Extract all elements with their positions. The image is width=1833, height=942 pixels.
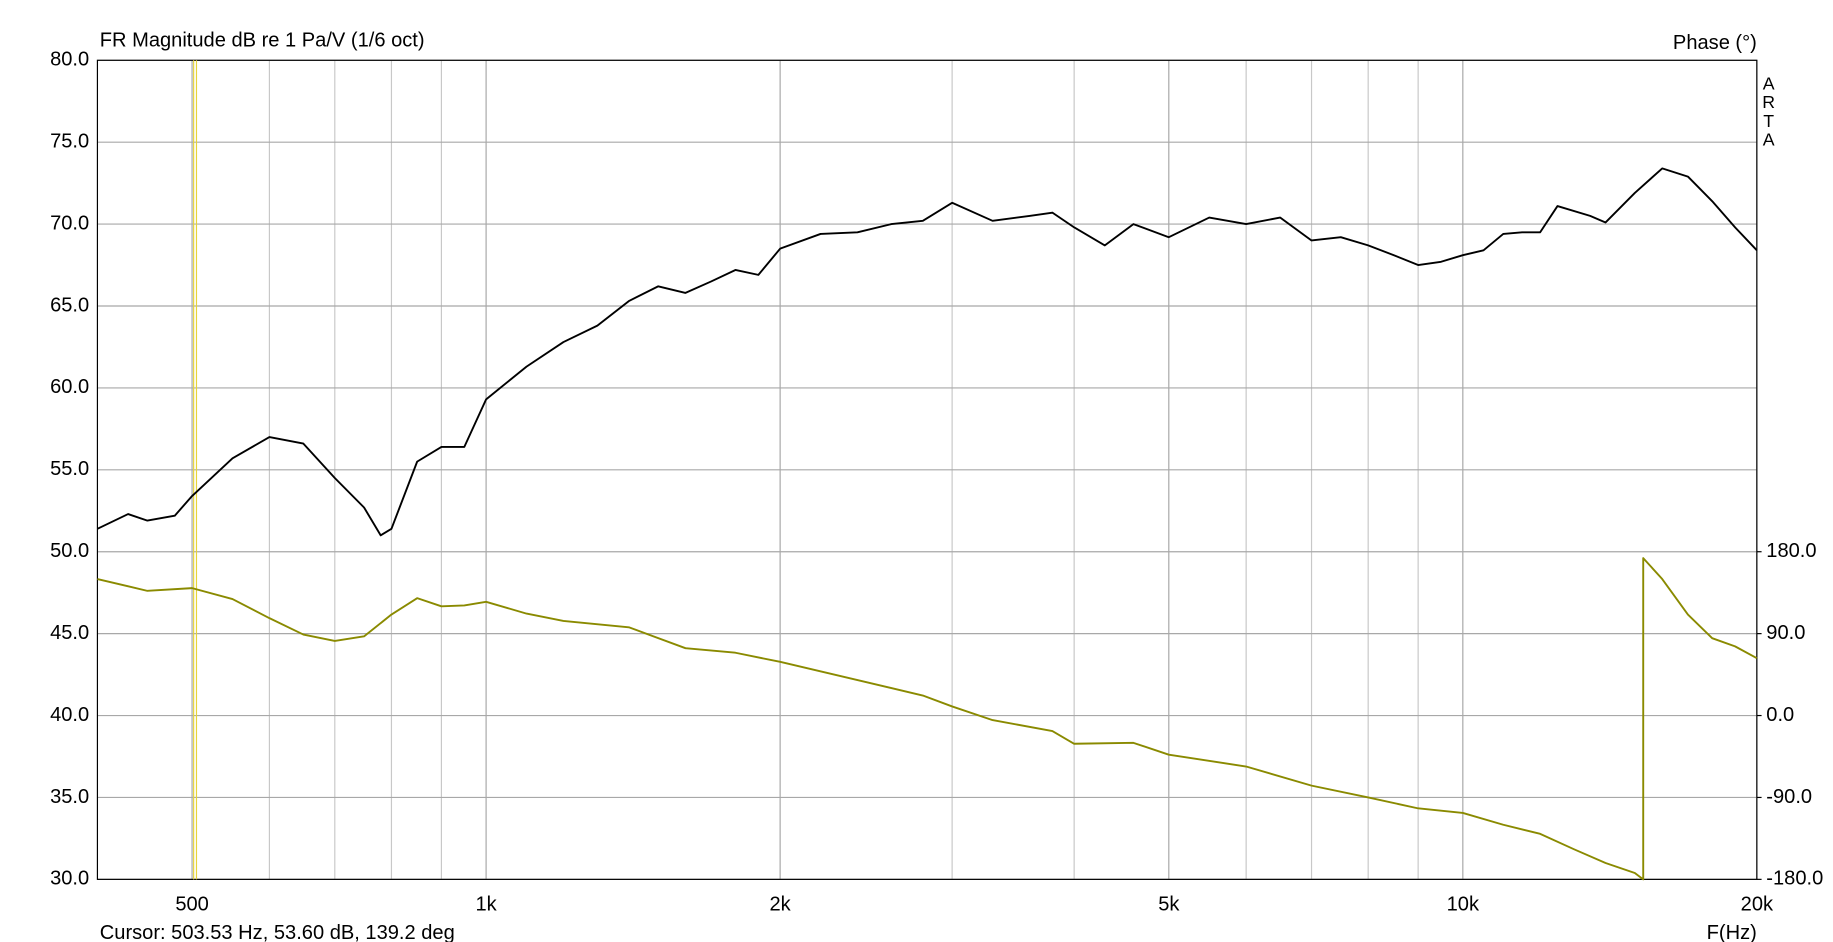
y2-axis-title: Phase (°) xyxy=(1673,32,1757,54)
y-tick-label: 40.0 xyxy=(50,704,89,726)
y-tick-label: 45.0 xyxy=(50,622,89,644)
y2-tick-label: -180.0 xyxy=(1766,868,1823,890)
y-tick-label: 75.0 xyxy=(50,130,89,152)
x-tick-label: 20k xyxy=(1741,894,1774,916)
x-tick-label: 500 xyxy=(175,894,208,916)
x-tick-label: 2k xyxy=(770,894,792,916)
y-tick-label: 80.0 xyxy=(50,49,89,71)
cursor-readout: Cursor: 503.53 Hz, 53.60 dB, 139.2 deg xyxy=(100,922,455,942)
plot-frame xyxy=(96,59,1758,880)
y-tick-label: 30.0 xyxy=(50,868,89,890)
chart-title: FR Magnitude dB re 1 Pa/V (1/6 oct) xyxy=(100,30,425,52)
y-tick-label: 55.0 xyxy=(50,458,89,480)
y-tick-label: 35.0 xyxy=(50,786,89,808)
x-tick-label: 5k xyxy=(1158,894,1180,916)
x-tick-label: 10k xyxy=(1447,894,1480,916)
y2-tick-label: -90.0 xyxy=(1766,786,1812,808)
y-tick-label: 65.0 xyxy=(50,294,89,316)
y2-tick-label: 180.0 xyxy=(1766,540,1816,562)
x-axis-title: F(Hz) xyxy=(1707,922,1757,942)
y2-tick-label: 0.0 xyxy=(1766,704,1794,726)
y2-tick-label: 90.0 xyxy=(1766,622,1805,644)
x-tick-label: 1k xyxy=(475,894,497,916)
grid xyxy=(97,59,1758,880)
phase-line xyxy=(97,557,1758,881)
y-tick-label: 60.0 xyxy=(50,376,89,398)
watermark: ARTA xyxy=(1759,73,1779,148)
y-tick-label: 50.0 xyxy=(50,540,89,562)
y-tick-label: 70.0 xyxy=(50,212,89,234)
magnitude-line xyxy=(97,167,1758,537)
